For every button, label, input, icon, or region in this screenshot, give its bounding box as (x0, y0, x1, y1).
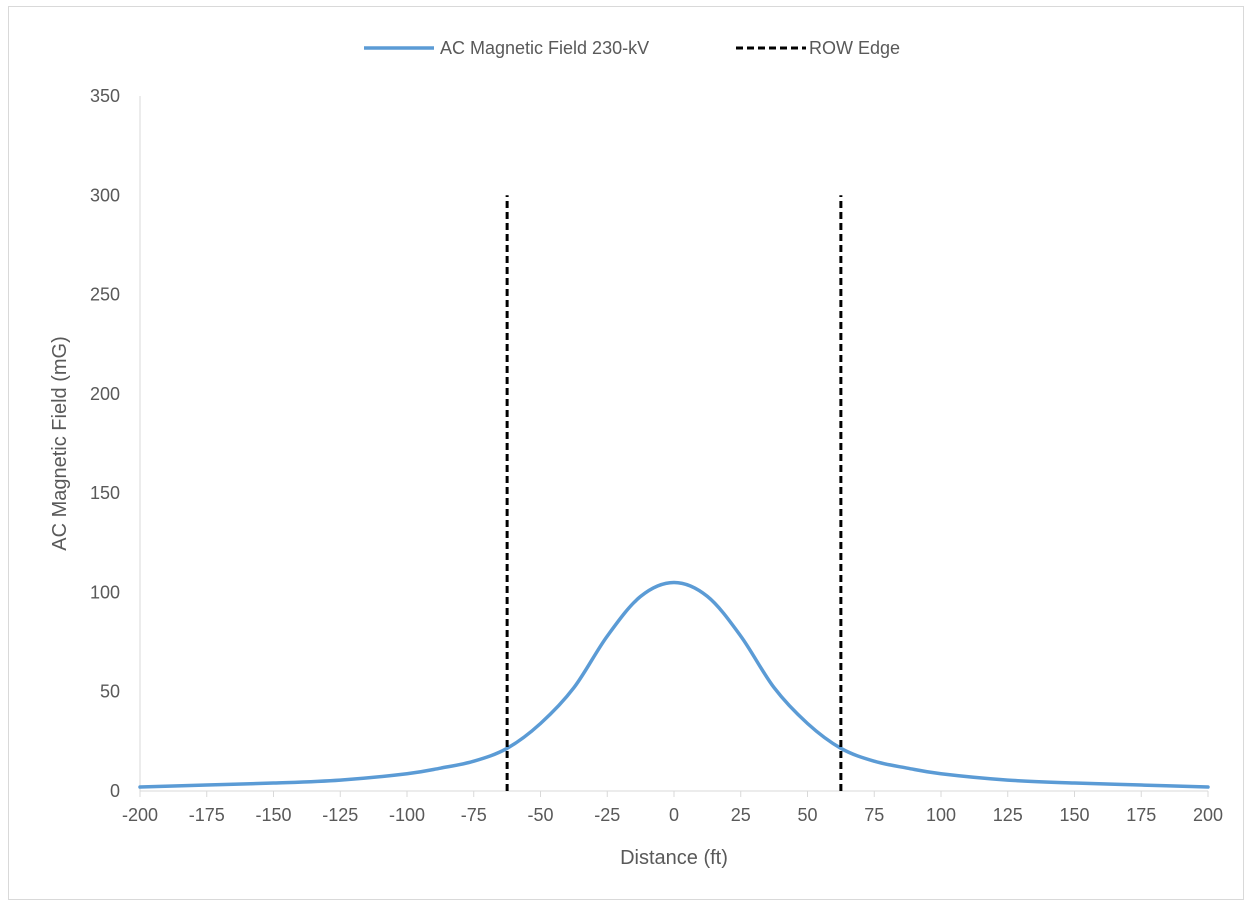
x-tick-label: -150 (255, 805, 291, 825)
plot-area (138, 195, 1210, 791)
y-tick-label: 200 (90, 384, 120, 404)
legend: AC Magnetic Field 230-kV ROW Edge (364, 38, 900, 58)
x-tick-label: 0 (669, 805, 679, 825)
y-tick-label: 300 (90, 185, 120, 205)
x-tick-label: 25 (731, 805, 751, 825)
x-tick-label: -125 (322, 805, 358, 825)
y-tick-label: 350 (90, 86, 120, 106)
y-tick-label: 100 (90, 582, 120, 602)
x-tick-label: 175 (1126, 805, 1156, 825)
x-axis-title: Distance (ft) (620, 847, 728, 869)
chart-area: AC Magnetic Field 230-kV ROW Edge 0 50 100 1… (8, 6, 1244, 900)
x-tick-label: -100 (389, 805, 425, 825)
y-tick-label: 250 (90, 285, 120, 305)
x-tick-label: 125 (993, 805, 1023, 825)
series-line-ac-magnetic-field (138, 580, 1210, 789)
y-tick-label: 0 (110, 781, 120, 801)
x-tick-label: 200 (1193, 805, 1223, 825)
chart-svg: AC Magnetic Field 230-kV ROW Edge 0 50 100 1… (49, 38, 1223, 869)
y-axis: 0 50 100 150 200 250 300 350 (90, 86, 141, 801)
y-axis-title: AC Magnetic Field (mG) (49, 336, 71, 551)
y-tick-label: 150 (90, 483, 120, 503)
x-tick-label: -50 (527, 805, 553, 825)
y-tick-label: 50 (100, 682, 120, 702)
x-axis: -200 -175 -150 -125 -100 -75 -50 -25 0 25 50 75 100 1… (122, 790, 1223, 825)
legend-label-row-edge: ROW Edge (809, 38, 900, 58)
x-tick-label: -75 (461, 805, 487, 825)
x-tick-label: 75 (864, 805, 884, 825)
legend-label-ac-magnetic-field: AC Magnetic Field 230-kV (440, 38, 649, 58)
x-tick-label: -200 (122, 805, 158, 825)
x-tick-label: -175 (189, 805, 225, 825)
x-tick-label: 50 (797, 805, 817, 825)
x-tick-label: 150 (1059, 805, 1089, 825)
x-tick-label: -25 (594, 805, 620, 825)
x-tick-label: 100 (926, 805, 956, 825)
